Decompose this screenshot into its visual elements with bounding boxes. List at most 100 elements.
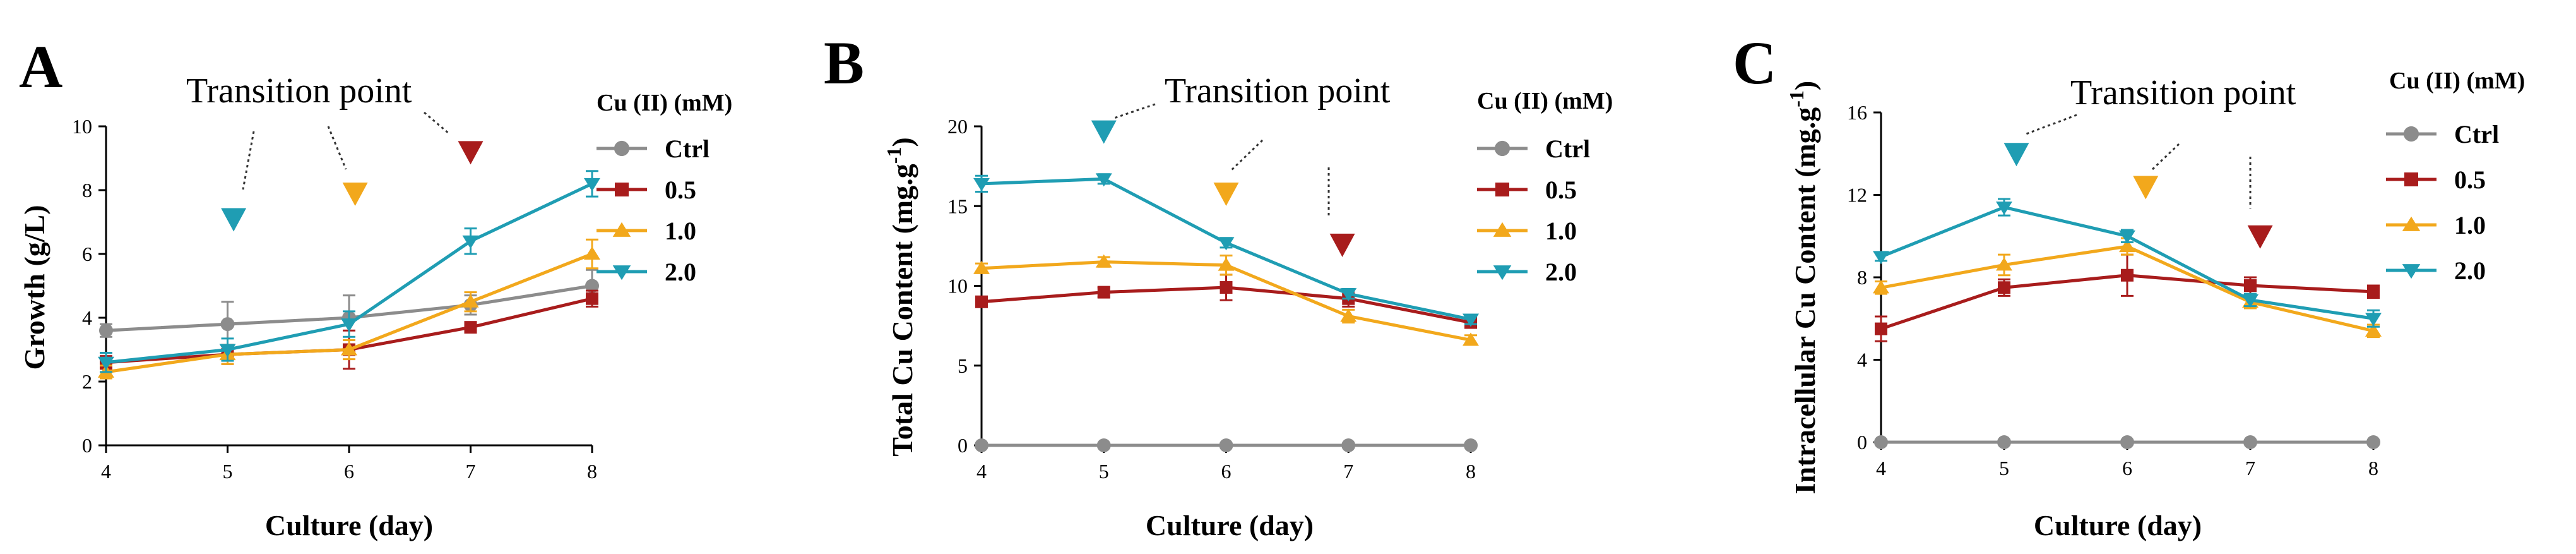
pointer-line <box>1112 103 1156 120</box>
legend-label: 2.0 <box>2454 256 2486 285</box>
y-axis-title-text: Growth (g/L) <box>18 205 50 370</box>
y-axis-title: Growth (g/L) <box>18 205 50 370</box>
pointer-line <box>424 111 450 135</box>
data-point <box>2121 268 2134 282</box>
x-axis-title: Culture (day) <box>2034 509 2202 541</box>
data-point <box>220 317 235 332</box>
data-point <box>586 292 598 305</box>
y-tick-label: 10 <box>947 275 968 298</box>
annotation-transition-point: Transition point <box>186 71 412 111</box>
data-point <box>1996 202 2012 215</box>
data-point <box>1874 435 1888 449</box>
legend-title: Cu (II) (mM) <box>597 90 732 116</box>
x-tick-label: 6 <box>1221 460 1232 483</box>
data-point <box>464 321 477 334</box>
legend-label: 0.5 <box>2454 166 2486 194</box>
data-point <box>2120 435 2134 449</box>
legend-label: Ctrl <box>1545 135 1590 163</box>
data-point <box>973 178 990 191</box>
legend-swatch-marker <box>2404 172 2418 186</box>
y-axis-title-superscript: -1 <box>1785 90 1808 107</box>
transition-marker <box>2003 143 2029 167</box>
data-point <box>1097 286 1110 299</box>
plot-area: 4 5 6 7 8 0 5 10 15 20 <box>947 115 1479 483</box>
data-point <box>975 295 988 308</box>
y-tick-label: 16 <box>1847 101 1867 124</box>
legend-label: 1.0 <box>1545 217 1577 245</box>
data-point <box>1218 237 1235 251</box>
data-point <box>1875 322 1887 335</box>
y-axis-title-text: ) <box>886 137 918 147</box>
x-axis-title: Culture (day) <box>265 509 433 541</box>
annotation-transition-point: Transition point <box>2070 73 2296 112</box>
x-tick-label: 6 <box>2122 457 2132 479</box>
data-point <box>2243 435 2257 449</box>
legend-label: 0.5 <box>665 176 696 204</box>
legend-title: Cu (II) (mM) <box>2389 68 2525 94</box>
transition-marker <box>221 208 247 232</box>
transition-marker <box>342 183 368 207</box>
data-point <box>341 318 357 332</box>
y-tick-label: 6 <box>82 243 92 265</box>
data-point <box>1997 435 2011 449</box>
legend-swatch-marker <box>2402 264 2421 279</box>
transition-marker <box>1329 233 1355 257</box>
data-point <box>1219 438 1233 452</box>
legend-label: 0.5 <box>1545 176 1577 204</box>
pointer-line <box>242 131 255 190</box>
data-point <box>2242 294 2258 308</box>
transition-marker <box>1213 183 1239 207</box>
data-point <box>1873 280 1889 294</box>
legend: Cu (II) (mM) Ctrl 0.5 1.0 2.0 <box>597 90 732 286</box>
x-tick-label: 5 <box>1099 460 1109 483</box>
legend-swatch-marker <box>1493 265 1512 280</box>
x-tick-label: 4 <box>101 460 111 483</box>
y-tick-label: 8 <box>1857 266 1867 289</box>
y-tick-label: 5 <box>958 354 968 377</box>
x-tick-label: 6 <box>344 460 354 483</box>
y-tick-label: 0 <box>1857 431 1867 454</box>
x-tick-label: 5 <box>223 460 233 483</box>
legend: Cu (II) (mM) Ctrl 0.5 1.0 2.0 <box>1477 88 1613 286</box>
panel-a: A Transition point 4 5 6 7 8 0 2 4 6 8 10 Culture … <box>18 33 732 541</box>
x-tick-label: 7 <box>2245 457 2255 479</box>
panel-letter: A <box>19 33 62 100</box>
data-point <box>1998 281 2010 294</box>
panel-letter: C <box>1733 29 1776 97</box>
pointer-line <box>2026 114 2077 135</box>
legend-label: 2.0 <box>665 258 696 286</box>
y-tick-label: 10 <box>72 115 92 138</box>
data-point <box>1096 438 1111 452</box>
y-tick-label: 15 <box>947 195 968 217</box>
data-point <box>2365 323 2382 337</box>
transition-marker <box>458 141 484 165</box>
data-point <box>341 342 357 356</box>
legend-swatch-marker <box>1495 183 1509 196</box>
data-point <box>1095 254 1112 268</box>
y-tick-label: 0 <box>82 434 92 457</box>
pointer-line <box>1230 139 1264 172</box>
data-point <box>584 246 600 260</box>
data-point <box>585 279 599 293</box>
data-point <box>2119 239 2135 253</box>
legend-swatch-marker <box>612 222 631 237</box>
data-point <box>2244 279 2257 292</box>
data-point <box>99 323 113 338</box>
legend-label: Ctrl <box>665 135 709 163</box>
data-point <box>1464 438 1478 452</box>
data-point <box>462 235 479 249</box>
y-tick-label: 4 <box>82 306 92 329</box>
y-tick-label: 20 <box>947 115 968 138</box>
data-point <box>1095 173 1112 187</box>
legend-label: 2.0 <box>1545 258 1577 286</box>
legend-swatch-marker <box>2403 126 2419 142</box>
data-point <box>975 438 988 452</box>
legend-label: 1.0 <box>2454 211 2486 239</box>
pointer-line <box>2151 143 2180 171</box>
data-point <box>1873 251 1889 265</box>
data-point <box>98 356 114 370</box>
y-axis-title-text: Total Cu Content (mg.g <box>886 164 918 456</box>
x-tick-label: 4 <box>1876 457 1886 479</box>
x-tick-label: 7 <box>1343 460 1353 483</box>
